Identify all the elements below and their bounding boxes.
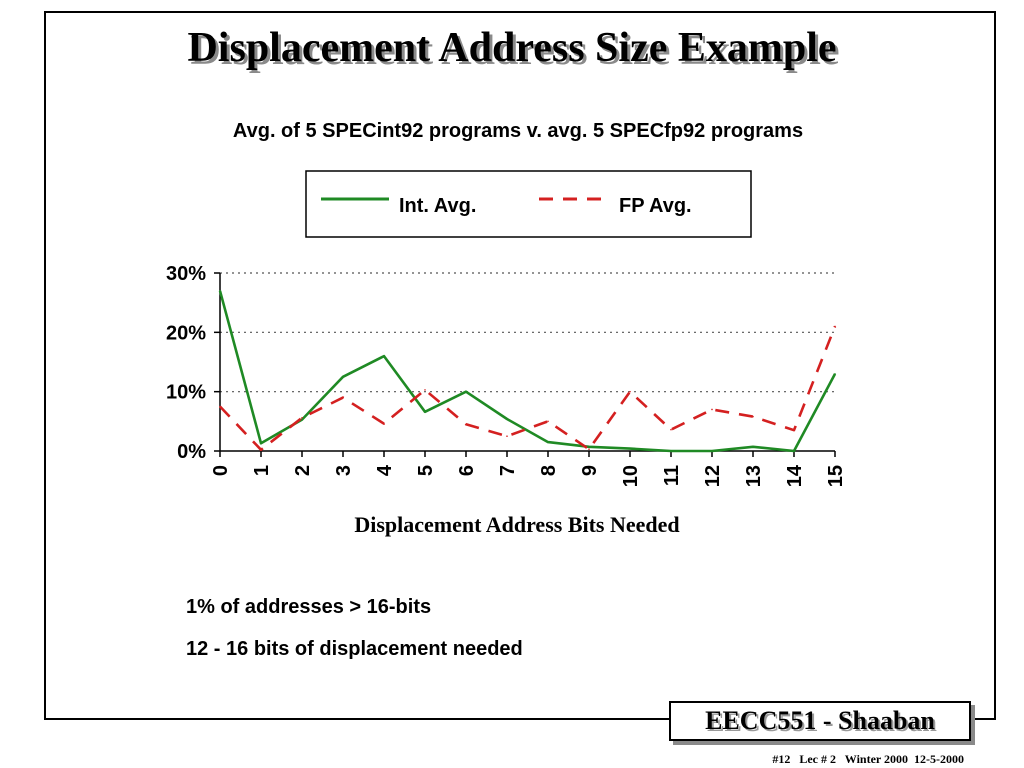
data-point-fp [383, 422, 385, 425]
y-tick-label: 30% [166, 263, 206, 285]
y-tick-label: 0% [177, 441, 206, 463]
course-badge-text: EECC551 - Shaaban [705, 706, 935, 735]
data-point-int [711, 450, 713, 452]
y-tick-label: 10% [166, 382, 206, 404]
x-tick-label: 6 [456, 465, 478, 476]
x-tick-label: 4 [374, 464, 396, 476]
x-tick-label: 5 [415, 465, 437, 476]
x-tick-label: 12 [702, 465, 724, 487]
x-tick-label: 10 [620, 465, 642, 487]
x-tick-label: 1 [251, 465, 273, 476]
data-point-int [629, 447, 631, 450]
data-point-int [219, 290, 221, 292]
data-point-fp [342, 396, 344, 399]
slide-title: Displacement Address Size Example [187, 25, 837, 71]
x-tick-label: 9 [579, 465, 601, 476]
note-displacement-needed: 12 - 16 bits of displacement needed [186, 638, 523, 660]
legend-label-fp: FP Avg. [619, 195, 692, 217]
data-point-fp [465, 423, 467, 426]
data-point-fp [834, 325, 836, 328]
slide-footer-meta: #12 Lec # 2 Winter 2000 12-5-2000 [772, 752, 964, 766]
slide-frame [44, 11, 996, 720]
data-point-int [547, 441, 549, 443]
plot-area: 0%10%20%30%0 1 2 3 4 5 6 7 8 9 10 11 12 13 14 15 [166, 263, 847, 487]
data-point-fp [547, 420, 549, 423]
legend-label-int: Int. Avg. [399, 195, 476, 217]
data-point-int [383, 355, 385, 357]
data-point-fp [588, 448, 590, 451]
data-point-int [588, 446, 590, 448]
x-tick-label: 14 [784, 464, 806, 487]
data-point-fp [670, 428, 672, 431]
x-tick-label: 13 [743, 465, 765, 487]
x-tick-label: 15 [825, 465, 847, 487]
data-point-fp [301, 416, 303, 419]
data-point-fp [424, 389, 426, 391]
data-point-int [793, 450, 795, 452]
data-point-fp [711, 408, 713, 411]
data-point-fp [752, 415, 754, 418]
course-badge: EECC551 - Shaaban [669, 701, 971, 741]
data-point-fp [219, 405, 221, 408]
data-point-int [260, 442, 262, 445]
legend-box [305, 170, 752, 238]
x-tick-label: 3 [333, 465, 355, 476]
data-point-int [670, 450, 672, 452]
x-tick-label: 11 [661, 465, 683, 486]
x-tick-label: 2 [292, 465, 314, 476]
data-point-fp [629, 390, 631, 393]
data-point-int [465, 390, 467, 393]
x-tick-label: 0 [210, 465, 232, 476]
data-point-int [834, 373, 836, 375]
data-point-int [424, 411, 426, 413]
data-point-fp [260, 449, 262, 451]
data-point-fp [793, 429, 795, 432]
data-point-int [301, 418, 303, 421]
data-point-int [506, 418, 508, 420]
chart-legend: Int. Avg. FP Avg. [305, 170, 752, 238]
note-addresses-over-16-bits: 1% of addresses > 16-bits [186, 596, 432, 618]
y-tick-label: 20% [166, 322, 206, 344]
data-point-fp [506, 435, 508, 437]
x-tick-label: 7 [497, 465, 519, 476]
x-tick-label: 8 [538, 465, 560, 476]
data-point-int [342, 376, 344, 378]
chart-subtitle: Avg. of 5 SPECint92 programs v. avg. 5 S… [232, 120, 804, 142]
data-point-int [752, 446, 754, 448]
series-line-int [218, 290, 837, 453]
x-axis-title: Displacement Address Bits Needed [354, 512, 679, 537]
